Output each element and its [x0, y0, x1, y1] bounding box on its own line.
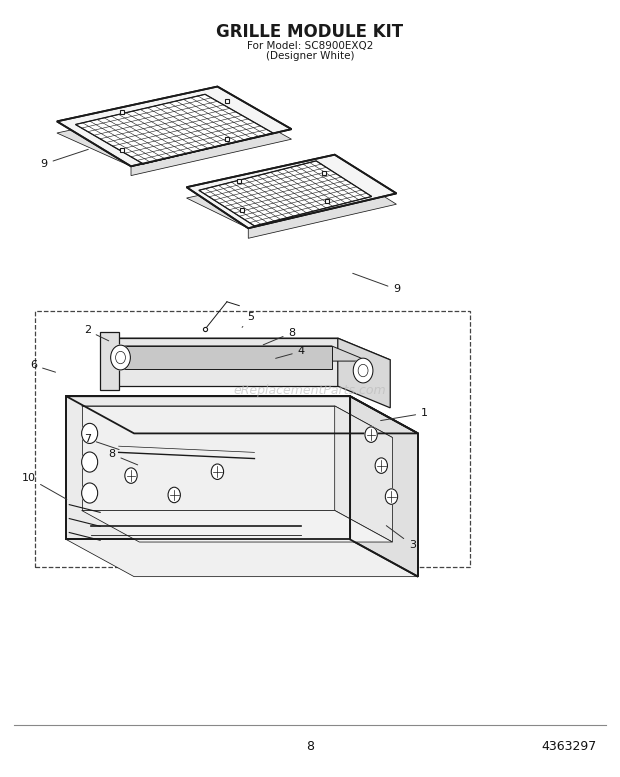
Text: eReplacementParts.com: eReplacementParts.com	[234, 384, 386, 396]
Circle shape	[110, 345, 130, 370]
Circle shape	[82, 452, 98, 472]
Polygon shape	[187, 155, 335, 190]
Text: 2: 2	[84, 326, 108, 341]
Text: 7: 7	[84, 434, 119, 450]
Polygon shape	[76, 94, 273, 164]
Polygon shape	[66, 396, 418, 434]
Polygon shape	[187, 155, 396, 228]
Circle shape	[385, 489, 397, 504]
Circle shape	[82, 483, 98, 503]
Text: 5: 5	[242, 312, 254, 327]
Polygon shape	[338, 338, 390, 408]
Text: For Model: SC8900EXQ2: For Model: SC8900EXQ2	[247, 40, 373, 51]
Polygon shape	[187, 166, 396, 239]
Polygon shape	[57, 86, 218, 124]
Polygon shape	[122, 346, 332, 369]
Polygon shape	[335, 406, 392, 542]
Circle shape	[168, 487, 180, 503]
Polygon shape	[66, 396, 350, 539]
Text: 10: 10	[21, 472, 67, 500]
Circle shape	[375, 458, 388, 473]
Text: 8: 8	[306, 740, 314, 753]
Text: 1: 1	[381, 408, 428, 420]
Text: 8: 8	[263, 328, 296, 345]
Circle shape	[82, 423, 98, 444]
Circle shape	[365, 427, 378, 442]
Polygon shape	[57, 98, 291, 176]
Polygon shape	[187, 187, 254, 228]
Text: GRILLE MODULE KIT: GRILLE MODULE KIT	[216, 23, 404, 41]
Circle shape	[125, 468, 137, 483]
Text: 6: 6	[30, 361, 56, 372]
Polygon shape	[109, 338, 338, 386]
Polygon shape	[57, 86, 291, 166]
Circle shape	[353, 358, 373, 383]
Polygon shape	[131, 129, 291, 166]
Text: 8: 8	[108, 449, 138, 465]
Polygon shape	[316, 155, 396, 197]
Bar	[35, 311, 471, 566]
Polygon shape	[57, 121, 143, 166]
Polygon shape	[82, 406, 335, 510]
Polygon shape	[199, 161, 372, 226]
Text: 3: 3	[386, 526, 416, 550]
Polygon shape	[66, 539, 418, 577]
Text: 4: 4	[276, 347, 305, 358]
Polygon shape	[205, 86, 291, 133]
Polygon shape	[100, 332, 118, 390]
Text: 9: 9	[40, 149, 88, 169]
Text: 9: 9	[353, 274, 401, 294]
Polygon shape	[82, 406, 392, 437]
Polygon shape	[109, 338, 390, 360]
Polygon shape	[122, 346, 368, 361]
Text: (Designer White): (Designer White)	[266, 51, 354, 61]
Polygon shape	[82, 510, 392, 542]
Polygon shape	[248, 193, 396, 228]
Text: 4363297: 4363297	[542, 740, 597, 753]
Circle shape	[211, 464, 224, 479]
Polygon shape	[350, 396, 418, 577]
